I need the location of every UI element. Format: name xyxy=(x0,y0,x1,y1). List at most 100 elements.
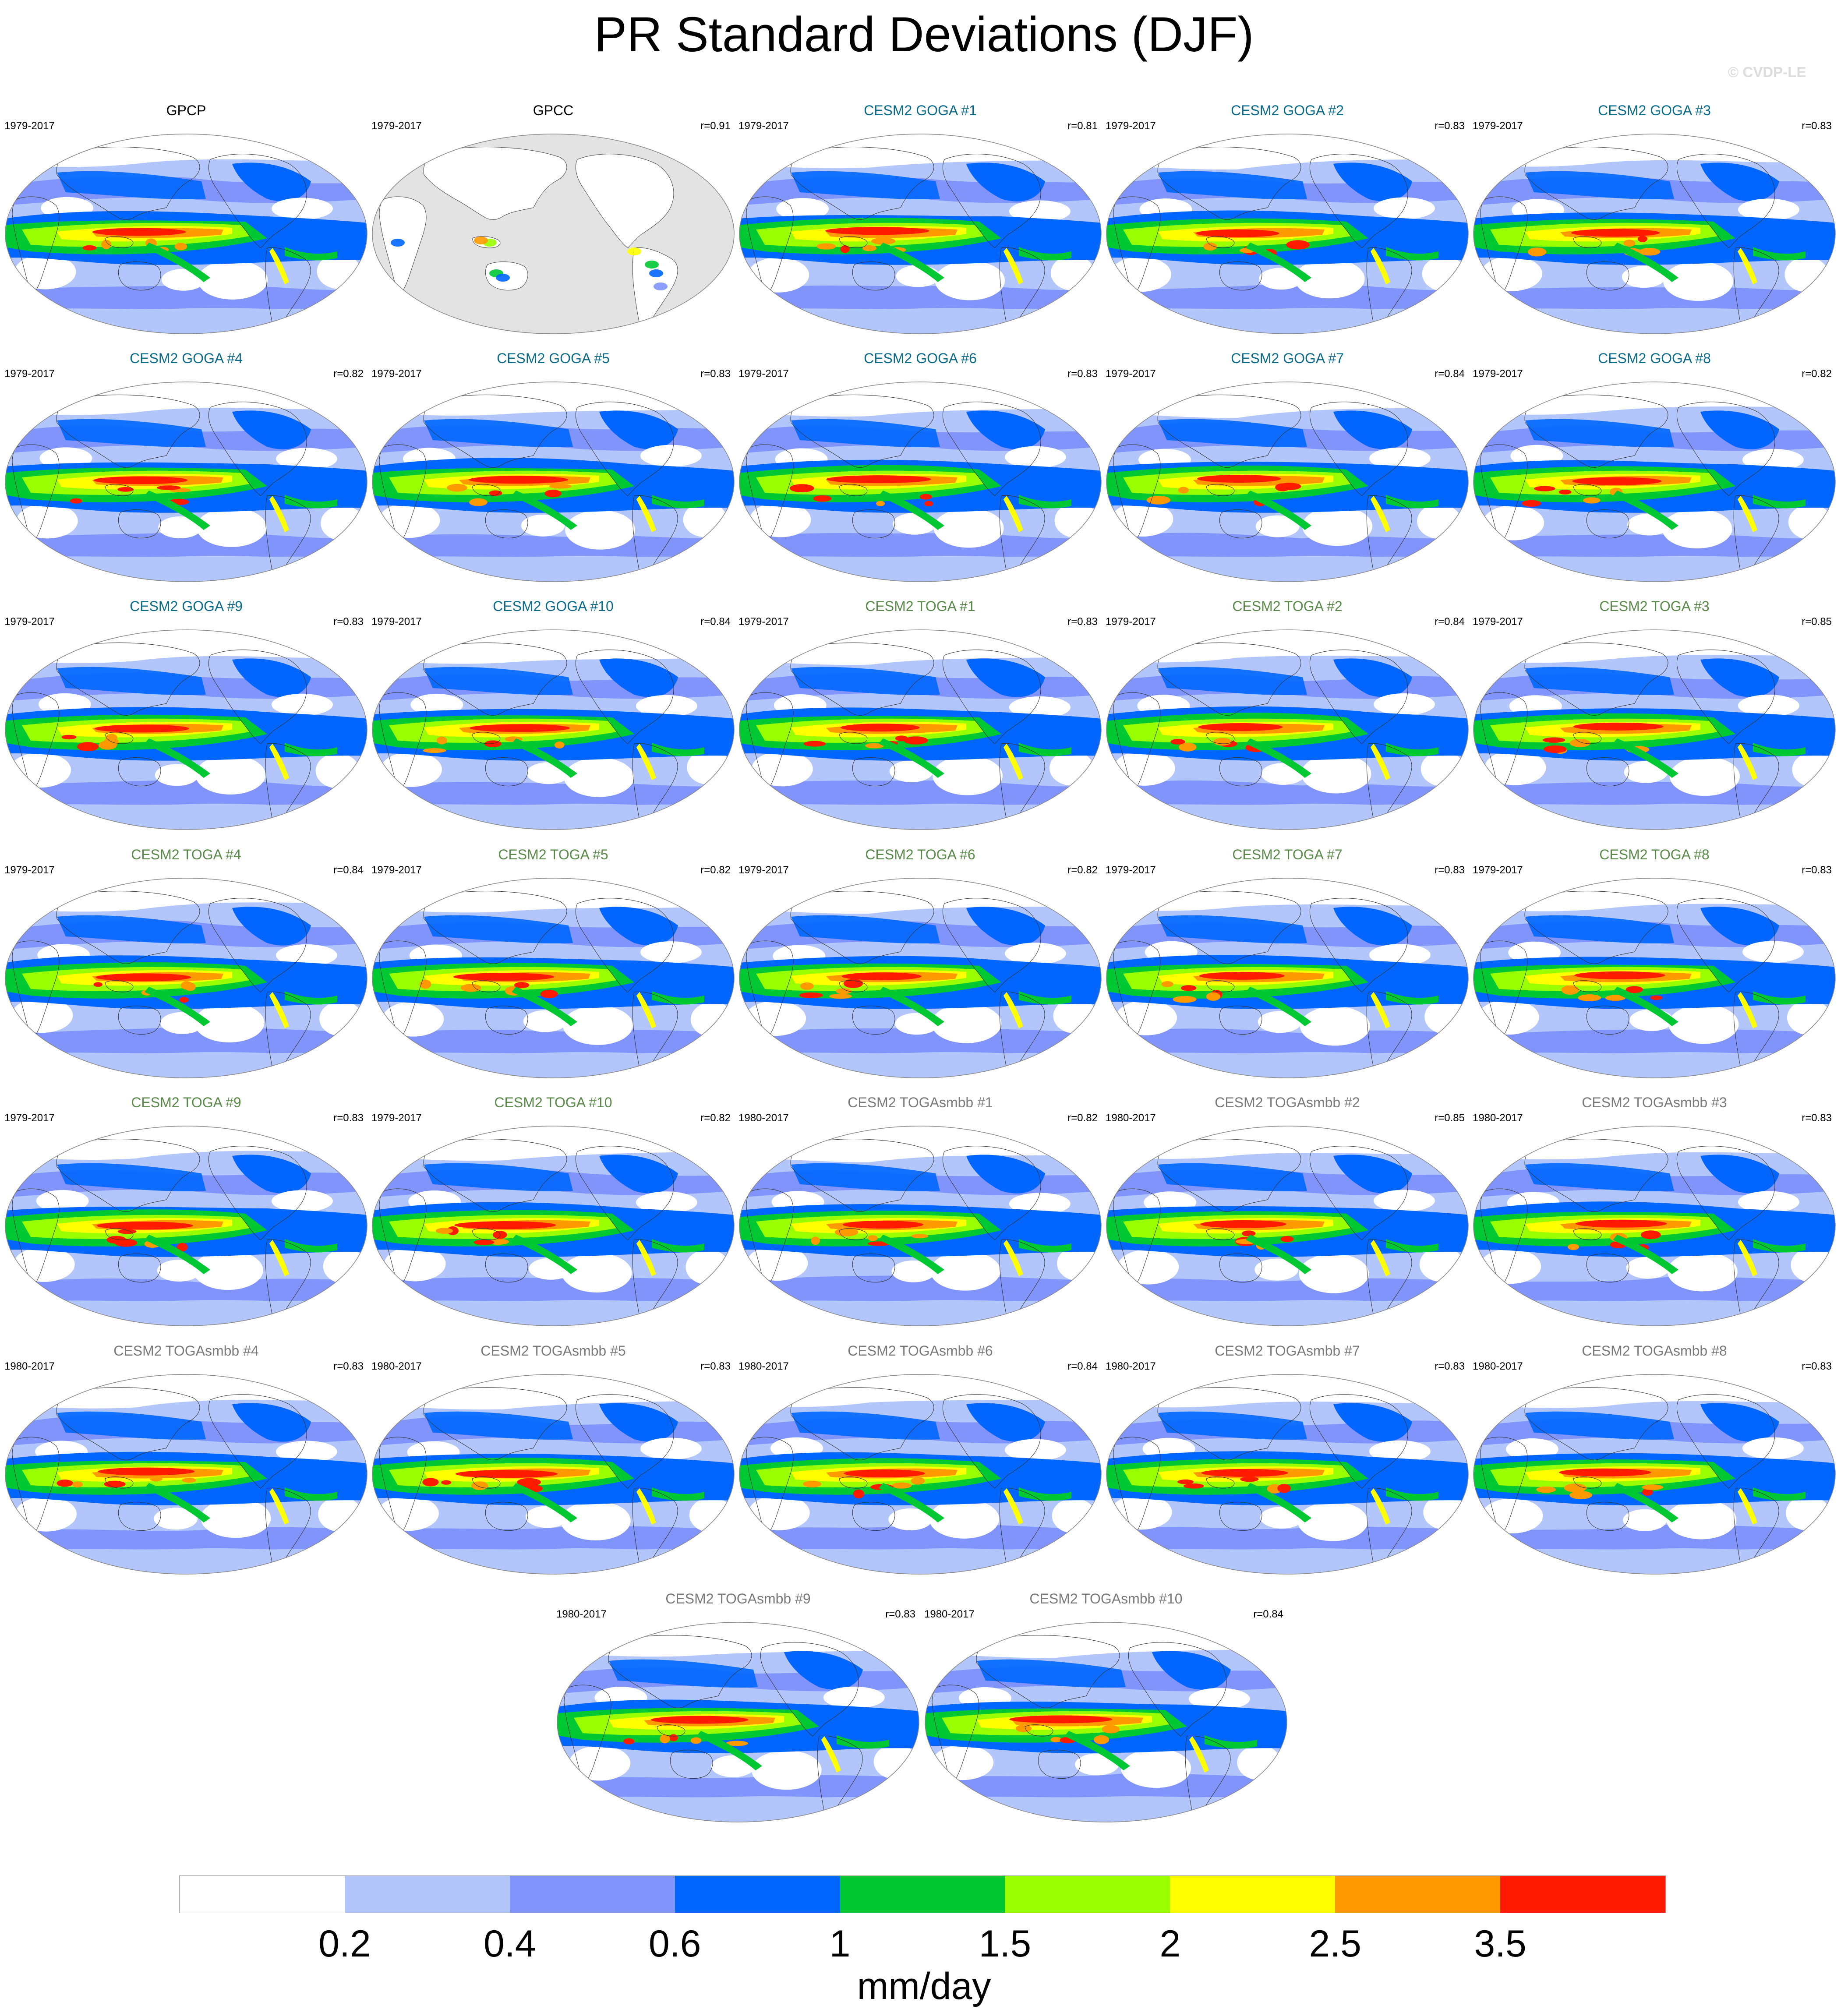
panel-correlation: r=0.83 xyxy=(1802,120,1832,132)
map-panel: CESM2 TOGAsmbb #3 1980-2017 r=0.83 xyxy=(1473,1095,1836,1327)
panel-years: 1980-2017 xyxy=(738,1360,789,1372)
panel-years: 1979-2017 xyxy=(1106,864,1156,876)
map-panel: CESM2 TOGA #3 1979-2017 r=0.85 xyxy=(1473,598,1836,830)
panel-years: 1979-2017 xyxy=(1473,368,1523,380)
panel-correlation: r=0.83 xyxy=(700,368,731,380)
colorbar-tick-label: 1.5 xyxy=(979,1923,1032,1965)
panel-years: 1980-2017 xyxy=(1473,1360,1523,1372)
precip-std-map xyxy=(739,1126,1102,1326)
map-panel: CESM2 GOGA #10 1979-2017 r=0.84 xyxy=(371,598,735,830)
panel-correlation: r=0.83 xyxy=(1802,864,1832,876)
map-panel: CESM2 TOGAsmbb #5 1980-2017 r=0.83 xyxy=(371,1343,735,1575)
colorbar-tick-label: 0.2 xyxy=(318,1923,371,1965)
panel-title: GPCP xyxy=(166,102,206,118)
map-panel: CESM2 TOGA #5 1979-2017 r=0.82 xyxy=(371,847,735,1079)
panel-years: 1979-2017 xyxy=(4,120,55,132)
colorbar-box xyxy=(675,1876,840,1913)
map-panel: CESM2 TOGA #4 1979-2017 r=0.84 xyxy=(4,847,368,1079)
precip-std-map xyxy=(372,878,735,1078)
panel-correlation: r=0.84 xyxy=(700,616,731,628)
panel-years: 1979-2017 xyxy=(1473,120,1523,132)
precip-std-map xyxy=(739,629,1102,830)
colorbar-tick-label: 1 xyxy=(829,1923,851,1965)
colorbar-units-label: mm/day xyxy=(857,1965,991,2007)
colorbar-box xyxy=(1500,1876,1666,1913)
precip-std-map xyxy=(5,134,367,334)
panel-years: 1980-2017 xyxy=(924,1608,975,1620)
panel-correlation: r=0.83 xyxy=(1435,1360,1465,1372)
precip-std-map xyxy=(5,1374,367,1575)
precip-std-map xyxy=(372,1374,735,1575)
panel-years: 1979-2017 xyxy=(1106,616,1156,628)
panel-correlation: r=0.83 xyxy=(1435,120,1465,132)
colorbar xyxy=(179,1875,1666,1913)
panel-title: CESM2 GOGA #1 xyxy=(864,102,977,118)
panel-title: CESM2 TOGAsmbb #8 xyxy=(1582,1343,1727,1359)
panel-years: 1979-2017 xyxy=(4,1112,55,1124)
panel-years: 1979-2017 xyxy=(738,864,789,876)
map-panel: CESM2 GOGA #7 1979-2017 r=0.84 xyxy=(1106,350,1469,583)
precip-std-map xyxy=(1106,629,1469,830)
precip-std-map xyxy=(5,1126,367,1326)
panel-correlation: r=0.82 xyxy=(1067,1112,1098,1124)
precip-std-map xyxy=(5,629,367,830)
precip-std-map xyxy=(372,1126,735,1326)
panel-title: CESM2 TOGA #8 xyxy=(1599,847,1710,862)
precip-std-map xyxy=(1106,878,1469,1078)
precip-std-map xyxy=(5,381,367,582)
colorbar-box xyxy=(1335,1876,1501,1913)
panel-correlation: r=0.83 xyxy=(333,1360,364,1372)
panel-title: CESM2 TOGAsmbb #7 xyxy=(1215,1343,1360,1359)
colorbar-tick-label: 0.4 xyxy=(483,1923,536,1965)
panel-years: 1979-2017 xyxy=(738,368,789,380)
panel-years: 1979-2017 xyxy=(1106,368,1156,380)
panel-years: 1979-2017 xyxy=(1473,616,1523,628)
colorbar-tick-label: 3.5 xyxy=(1474,1923,1526,1965)
precip-std-map xyxy=(1106,1126,1469,1326)
panel-title: CESM2 TOGAsmbb #6 xyxy=(848,1343,993,1359)
precip-std-map xyxy=(1473,1374,1836,1575)
panel-years: 1979-2017 xyxy=(738,616,789,628)
map-panel: CESM2 TOGA #8 1979-2017 r=0.83 xyxy=(1473,847,1836,1079)
panel-correlation: r=0.85 xyxy=(1802,616,1832,628)
panel-title: CESM2 GOGA #4 xyxy=(130,350,243,366)
map-panel: CESM2 GOGA #3 1979-2017 r=0.83 xyxy=(1473,102,1836,335)
precip-std-map xyxy=(1473,381,1836,582)
panel-correlation: r=0.85 xyxy=(1435,1112,1465,1124)
panel-title: CESM2 TOGAsmbb #5 xyxy=(481,1343,626,1359)
precip-std-map xyxy=(1106,1374,1469,1575)
precip-std-map xyxy=(1106,381,1469,582)
map-panel: CESM2 GOGA #8 1979-2017 r=0.82 xyxy=(1473,350,1836,583)
map-panel: CESM2 GOGA #6 1979-2017 r=0.83 xyxy=(738,350,1102,583)
panel-correlation: r=0.84 xyxy=(1067,1360,1098,1372)
precip-std-map xyxy=(925,1622,1287,1822)
panel-years: 1980-2017 xyxy=(556,1608,607,1620)
panel-title: CESM2 TOGA #2 xyxy=(1232,598,1343,614)
panel-years: 1979-2017 xyxy=(371,1112,422,1124)
precip-std-map xyxy=(372,134,735,334)
colorbar-box xyxy=(840,1876,1005,1913)
panel-title: CESM2 TOGA #5 xyxy=(498,847,608,862)
panel-years: 1979-2017 xyxy=(371,120,422,132)
precip-std-map xyxy=(739,878,1102,1078)
colorbar-tick-label: 2 xyxy=(1159,1923,1181,1965)
panel-correlation: r=0.82 xyxy=(333,368,364,380)
figure-title: PR Standard Deviations (DJF) xyxy=(594,7,1254,62)
colorbar-tick-label: 2.5 xyxy=(1309,1923,1361,1965)
map-panel: GPCC 1979-2017 r=0.91 xyxy=(371,102,735,335)
map-panel: CESM2 GOGA #4 1979-2017 r=0.82 xyxy=(4,350,368,583)
map-panel: CESM2 TOGA #6 1979-2017 r=0.82 xyxy=(738,847,1102,1079)
map-panel: CESM2 GOGA #5 1979-2017 r=0.83 xyxy=(371,350,735,583)
colorbar-tick-label: 0.6 xyxy=(648,1923,701,1965)
panel-title: CESM2 GOGA #5 xyxy=(497,350,610,366)
precip-std-map xyxy=(1473,629,1836,830)
precip-std-map xyxy=(1473,134,1836,334)
panel-correlation: r=0.82 xyxy=(700,1112,731,1124)
panel-title: CESM2 TOGAsmbb #3 xyxy=(1582,1095,1727,1110)
panel-years: 1979-2017 xyxy=(738,120,789,132)
colorbar-box xyxy=(344,1876,510,1913)
precip-std-map xyxy=(739,381,1102,582)
map-panel: CESM2 TOGA #9 1979-2017 r=0.83 xyxy=(4,1095,368,1327)
panel-years: 1980-2017 xyxy=(738,1112,789,1124)
panel-years: 1979-2017 xyxy=(371,368,422,380)
